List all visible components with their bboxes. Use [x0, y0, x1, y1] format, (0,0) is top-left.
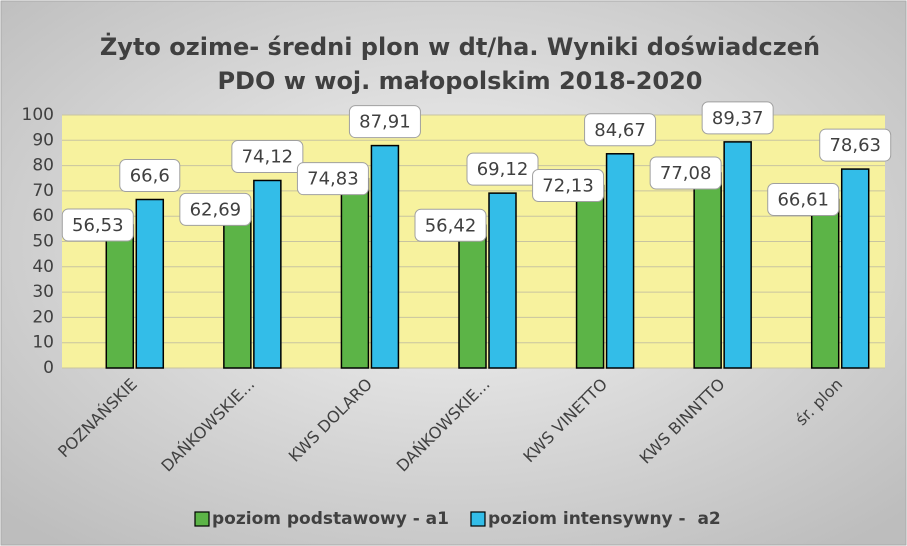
bar: [488, 192, 517, 369]
value-label: 62,69: [190, 199, 242, 220]
y-tick-label: 20: [32, 307, 54, 327]
value-label: 77,08: [660, 163, 712, 184]
value-label-box: [532, 169, 605, 203]
bar: [575, 184, 605, 369]
value-label: 87,91: [359, 112, 411, 133]
value-label-box: [584, 113, 657, 147]
value-label-box: [649, 156, 722, 190]
y-tick-label: 70: [32, 181, 54, 201]
bar: [693, 172, 722, 369]
value-label: 74,12: [242, 146, 294, 167]
value-label: 72,13: [542, 176, 594, 197]
y-tick-label: 40: [32, 257, 54, 277]
legend-swatch: [470, 511, 486, 527]
bar: [458, 224, 487, 369]
value-label-box: [61, 208, 134, 242]
value-label-box: [767, 182, 840, 216]
value-label-box: [348, 105, 421, 139]
value-label: 56,42: [425, 215, 477, 236]
bar: [840, 168, 870, 369]
value-label-box: [179, 192, 252, 226]
bar: [223, 208, 252, 369]
value-label-box: [119, 159, 181, 193]
bar: [340, 177, 370, 369]
value-label: 66,6: [130, 166, 170, 187]
bar: [723, 141, 752, 369]
y-tick-label: 100: [22, 105, 54, 125]
legend-label: poziom podstawowy - a1: [212, 509, 449, 529]
y-tick-label: 60: [32, 206, 54, 226]
y-tick-label: 10: [32, 333, 54, 353]
value-label-box: [819, 128, 892, 162]
y-tick-label: 90: [32, 130, 54, 150]
value-label: 84,67: [594, 120, 646, 141]
value-label: 89,37: [712, 108, 764, 129]
value-label-box: [231, 139, 304, 173]
bar: [253, 179, 282, 369]
bar: [370, 144, 400, 369]
y-tick-label: 0: [43, 358, 54, 378]
value-label: 66,61: [777, 189, 829, 210]
value-label-box: [414, 208, 487, 242]
value-label: 69,12: [477, 159, 529, 180]
y-tick-label: 30: [32, 282, 54, 302]
bar: [135, 198, 165, 369]
y-tick-label: 50: [32, 232, 54, 252]
bar: [605, 153, 635, 369]
y-tick-label: 80: [32, 156, 54, 176]
legend-swatch: [194, 511, 210, 527]
value-label: 74,83: [307, 169, 359, 190]
bar: [810, 198, 840, 369]
value-label-box: [701, 101, 774, 135]
value-label: 78,63: [829, 135, 881, 156]
bar: [105, 224, 135, 369]
chart-title: Żyto ozime- średni plon w dt/ha. Wyniki …: [100, 32, 820, 61]
legend-label: poziom intensywny - a2: [488, 509, 721, 529]
chart-title: PDO w woj. małopolskim 2018-2020: [217, 67, 702, 95]
value-label: 56,53: [72, 215, 124, 236]
value-label-box: [296, 162, 369, 196]
